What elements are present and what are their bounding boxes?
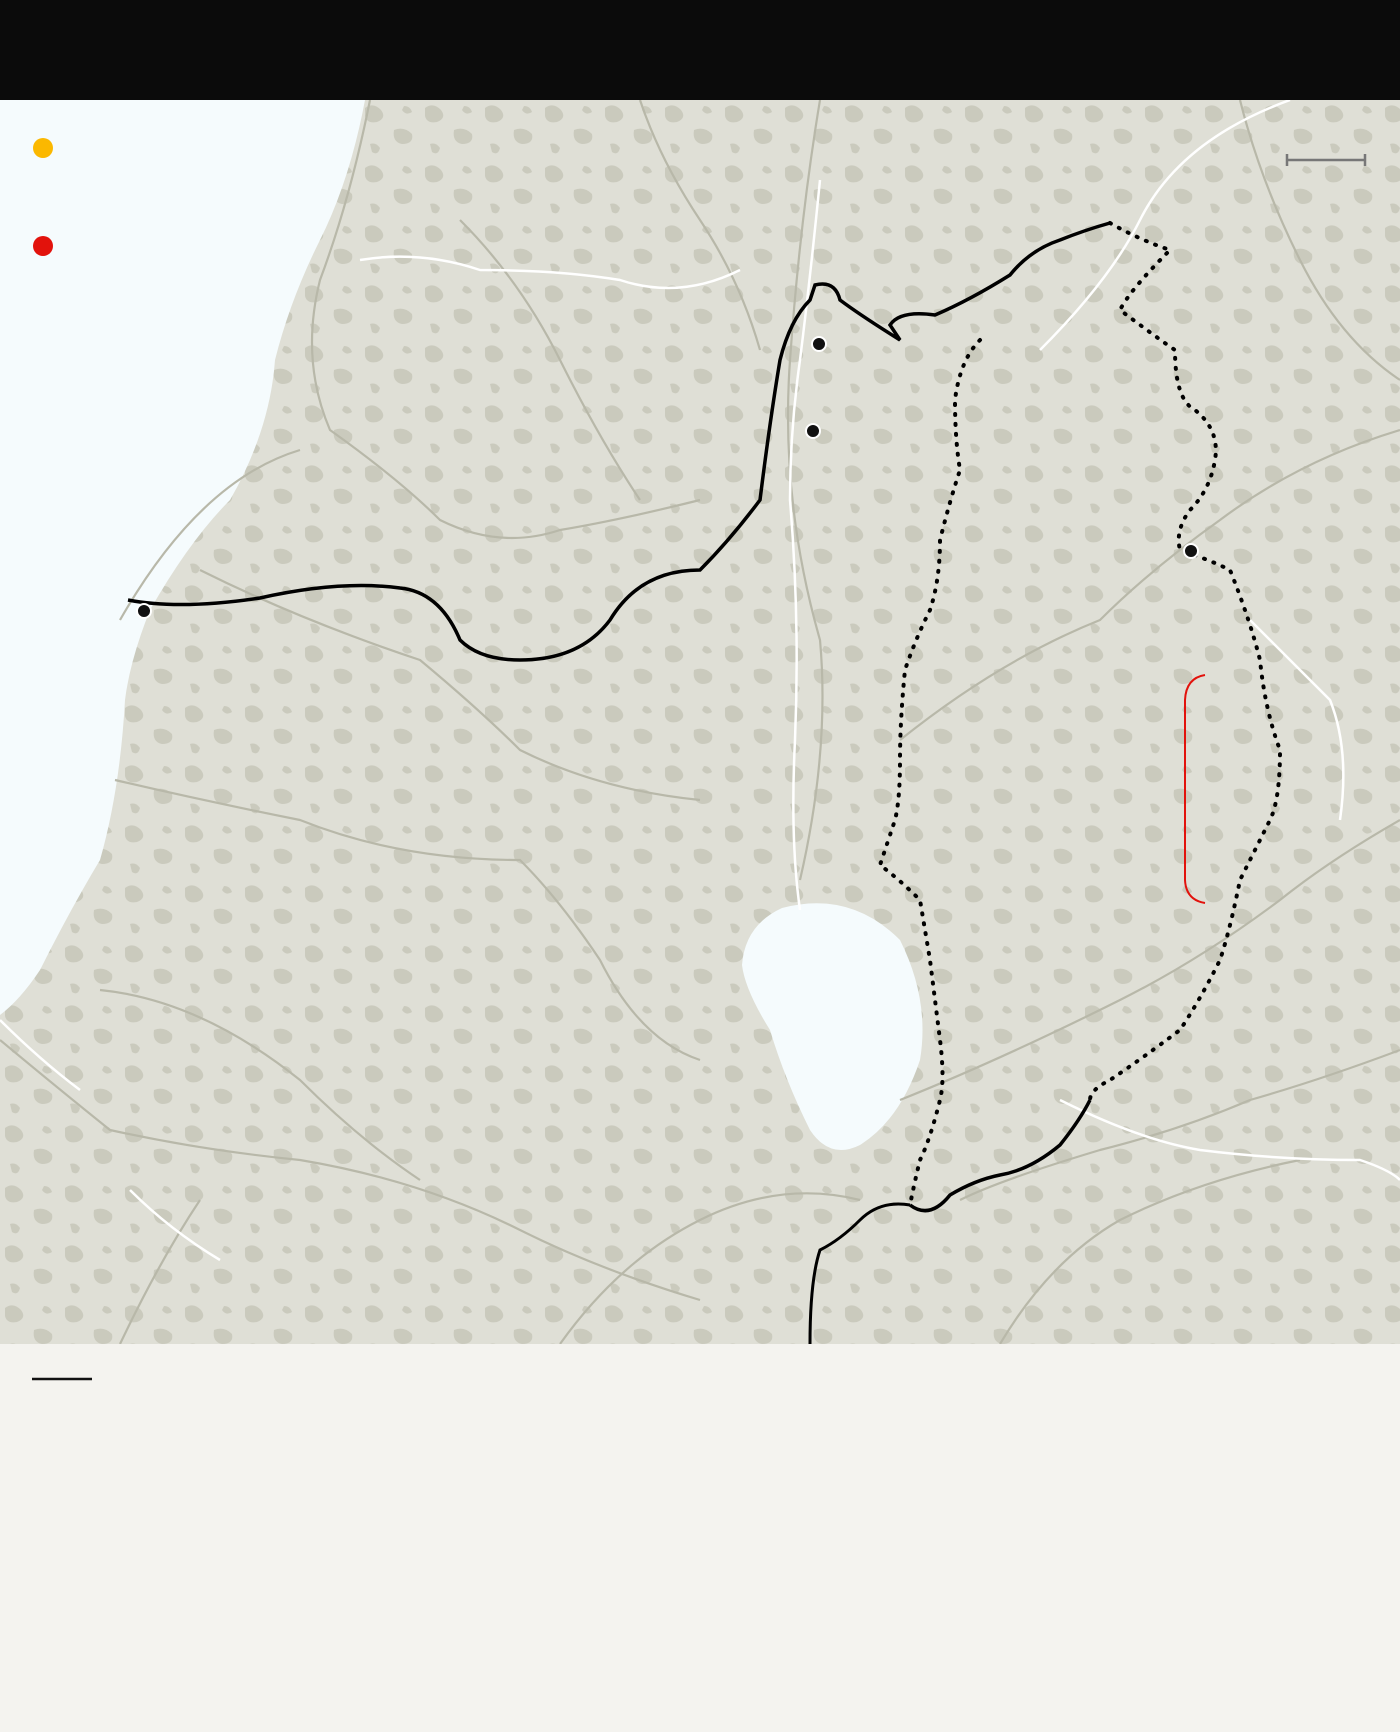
city-marker[interactable] — [811, 336, 827, 352]
city-marker[interactable] — [805, 423, 821, 439]
highlight-bracket — [1184, 674, 1206, 904]
border-line-south — [908, 1099, 1092, 1213]
rivers — [0, 100, 1400, 1262]
scale-bar — [1285, 154, 1367, 166]
city-markers — [136, 336, 1199, 619]
legend-yellow-dot — [33, 138, 53, 158]
chart-canvas — [32, 1377, 92, 1381]
border-line-jordan — [808, 1202, 911, 1344]
city-marker[interactable] — [136, 603, 152, 619]
map[interactable] — [0, 100, 1400, 1344]
golan-dotted-border — [877, 221, 1283, 1207]
lake — [742, 903, 923, 1150]
legend-red-dot — [33, 236, 53, 256]
border-line — [127, 221, 1111, 662]
header-bar — [0, 0, 1400, 100]
timeline-chart — [0, 1344, 1400, 1732]
map-canvas — [0, 100, 1400, 1344]
land-area — [0, 100, 1400, 1344]
city-marker[interactable] — [1183, 543, 1199, 559]
roads — [0, 100, 1400, 1344]
